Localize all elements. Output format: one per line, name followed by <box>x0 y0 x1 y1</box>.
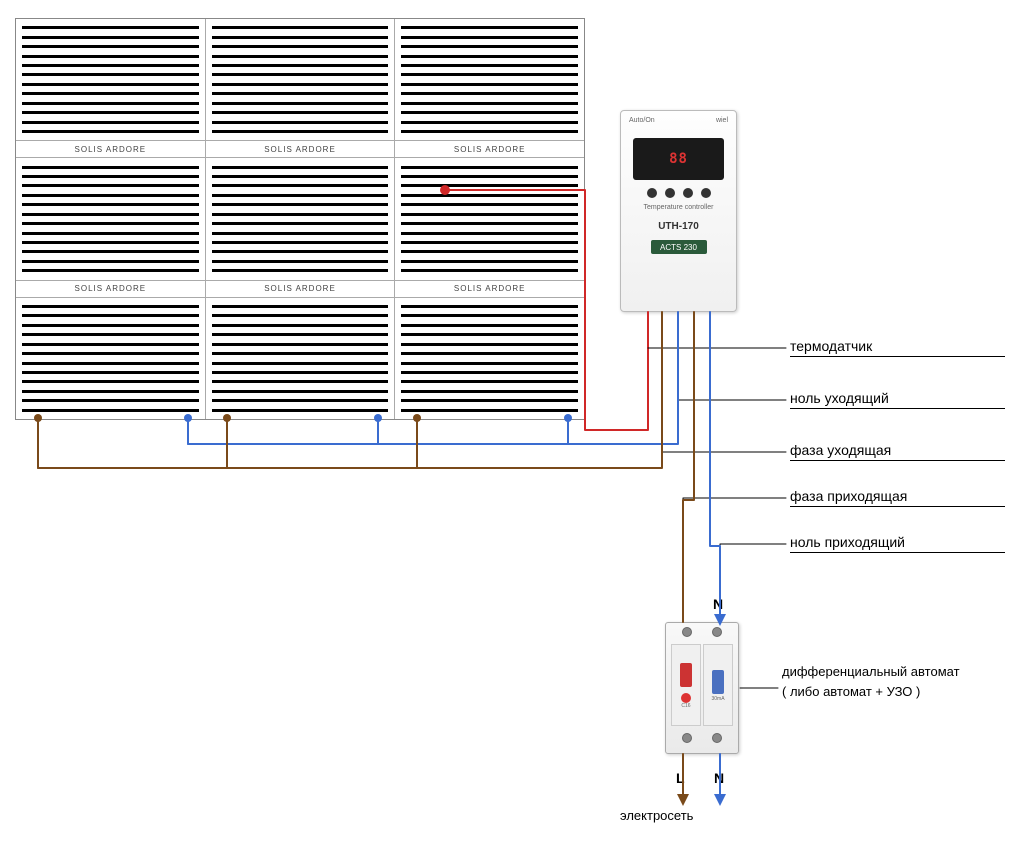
breaker-switch[interactable] <box>712 670 724 694</box>
thermostat-display: 88 <box>633 138 724 180</box>
thermostat-unit: Auto/On wiel 88 Temperature controller U… <box>620 110 737 312</box>
brand-strip: SOLIS ARDORE <box>395 280 584 298</box>
wire-label: ноль приходящий <box>790 534 1005 550</box>
screw-icon <box>682 627 692 637</box>
breaker-description: дифференциальный автомат ( либо автомат … <box>782 662 960 701</box>
thermostat-button[interactable] <box>683 188 693 198</box>
breaker-desc-line1: дифференциальный автомат <box>782 662 960 682</box>
screw-icon <box>712 627 722 637</box>
breaker-pole-n: 30mA <box>703 644 733 726</box>
wire-label: фаза приходящая <box>790 488 1005 504</box>
thermostat-button[interactable] <box>647 188 657 198</box>
diagram-canvas: SOLIS ARDORESOLIS ARDORESOLIS ARDORESOLI… <box>0 0 1024 864</box>
brand-strip: SOLIS ARDORE <box>206 140 395 158</box>
test-button[interactable] <box>681 693 691 703</box>
breaker-pole-l: C16 <box>671 644 701 726</box>
thermostat-button[interactable] <box>665 188 675 198</box>
breaker-desc-line2: ( либо автомат + УЗО ) <box>782 682 960 702</box>
controller-label: Temperature controller <box>621 204 736 211</box>
neutral-label-top: N <box>713 596 723 612</box>
brand-strip: SOLIS ARDORE <box>16 140 205 158</box>
thermostat-button[interactable] <box>701 188 711 198</box>
temperature-value: 88 <box>669 151 688 167</box>
screw-icon <box>712 733 722 743</box>
brand-strip: SOLIS ARDORE <box>395 140 584 158</box>
thermostat-brand-label: wiel <box>716 117 728 124</box>
heating-panel: SOLIS ARDORE SOLIS ARDORE <box>206 19 396 419</box>
wire-label: термодатчик <box>790 338 1005 354</box>
breaker-switch[interactable] <box>680 663 692 687</box>
brand-strip: SOLIS ARDORE <box>16 280 205 298</box>
thermostat-mode-label: Auto/On <box>629 117 655 124</box>
brand-strip: SOLIS ARDORE <box>206 280 395 298</box>
heating-panel: SOLIS ARDORE SOLIS ARDORE <box>16 19 206 419</box>
heating-film-panels: SOLIS ARDORESOLIS ARDORESOLIS ARDORESOLI… <box>15 18 585 420</box>
differential-breaker: C16 30mA <box>665 622 739 754</box>
thermostat-badge: ACTS 230 <box>651 240 707 254</box>
thermostat-buttons <box>621 188 736 198</box>
phase-label-bottom: L <box>676 770 685 786</box>
heating-panel: SOLIS ARDORE SOLIS ARDORE <box>395 19 584 419</box>
screw-icon <box>682 733 692 743</box>
mains-label: электросеть <box>620 808 693 823</box>
wire-label: фаза уходящая <box>790 442 1005 458</box>
wire-label: ноль уходящий <box>790 390 1005 406</box>
thermostat-model: UTH-170 <box>621 221 736 232</box>
neutral-label-bottom: N <box>714 770 724 786</box>
